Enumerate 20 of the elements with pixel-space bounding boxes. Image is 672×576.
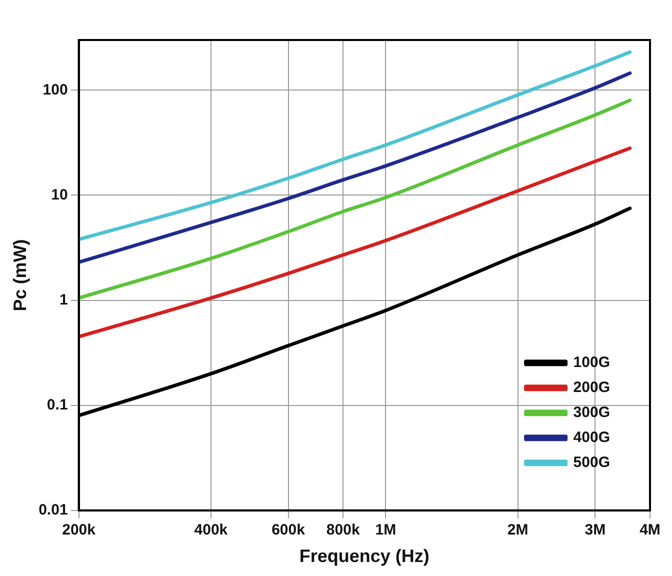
x-tick-label: 200k [62, 522, 96, 539]
x-tick-label: 3M [584, 522, 606, 539]
x-tick-label: 600k [272, 522, 306, 539]
legend-label: 400G [573, 429, 610, 446]
y-tick-label: 10 [51, 186, 68, 204]
legend-label: 100G [573, 354, 610, 372]
legend-label: 500G [573, 454, 610, 472]
x-tick-label: 4M [640, 522, 660, 539]
x-tick-label: 800k [326, 522, 360, 539]
y-tick-label: 0.01 [38, 502, 68, 519]
y-axis-title: Pc (mW) [10, 239, 30, 312]
x-axis-title: Frequency (Hz) [299, 546, 430, 566]
legend-label: 200G [573, 379, 610, 396]
y-tick-label: 1 [59, 291, 68, 308]
y-tick-label: 0.1 [46, 396, 68, 414]
y-tick-label: 100 [42, 81, 68, 98]
x-tick-label: 1M [375, 522, 396, 539]
x-tick-label: 400k [194, 522, 228, 539]
x-tick-label: 2M [507, 522, 528, 539]
legend-label: 300G [573, 404, 610, 422]
